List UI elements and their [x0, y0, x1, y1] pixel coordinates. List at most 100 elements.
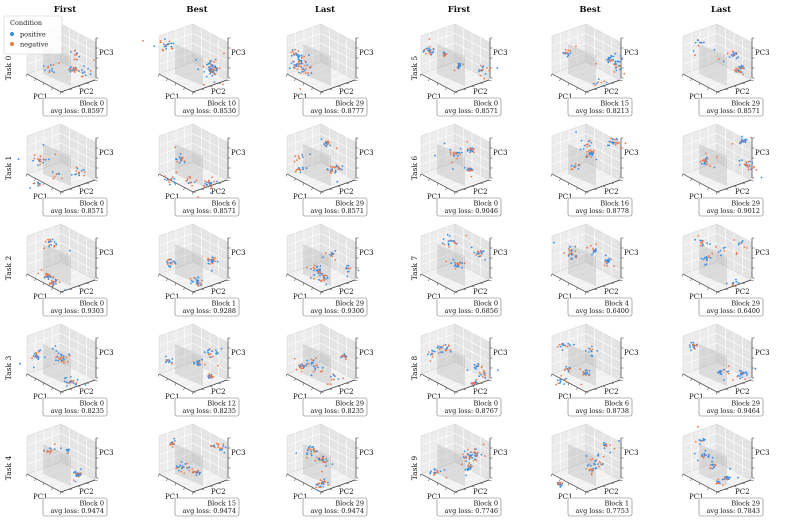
tick — [750, 379, 754, 382]
grid-line — [682, 33, 752, 52]
point-positive — [212, 69, 215, 72]
point-positive — [478, 70, 480, 73]
point-positive — [592, 251, 595, 254]
tick — [715, 291, 718, 295]
point-negative — [586, 154, 589, 157]
point-positive — [182, 466, 185, 468]
grid-line — [699, 70, 735, 84]
point-positive — [83, 65, 85, 67]
point-negative — [201, 279, 204, 282]
point-positive — [73, 382, 75, 385]
grid-line — [420, 33, 490, 52]
tick — [419, 373, 422, 377]
grid-line — [286, 142, 356, 162]
point-positive — [34, 356, 37, 358]
point-negative — [602, 455, 605, 458]
point-positive — [335, 165, 338, 167]
point-negative — [706, 158, 709, 160]
point-positive — [590, 153, 593, 156]
point-positive — [696, 459, 699, 462]
grid-line — [35, 66, 70, 79]
point-positive — [433, 472, 436, 474]
point-positive — [467, 149, 469, 151]
tick — [463, 388, 467, 391]
point-positive — [313, 274, 316, 276]
point-positive — [484, 372, 486, 375]
tick — [480, 182, 484, 185]
point-positive — [481, 69, 483, 72]
point-negative — [588, 374, 591, 377]
point-negative — [299, 363, 302, 366]
point-positive — [43, 276, 46, 279]
point-positive — [164, 361, 167, 364]
point-negative — [753, 165, 755, 168]
point-positive — [164, 38, 166, 40]
point-positive — [297, 56, 300, 59]
point-negative — [610, 137, 613, 140]
tick — [419, 73, 422, 77]
point-negative — [445, 53, 448, 56]
tick — [619, 79, 623, 82]
point-positive — [212, 71, 215, 73]
point-positive — [431, 51, 434, 54]
point-positive — [180, 467, 183, 470]
point-positive — [463, 450, 466, 453]
point-positive — [575, 255, 578, 257]
point-positive — [319, 274, 321, 277]
axis-label-pc1: PC1 — [689, 193, 704, 201]
grid-line — [420, 233, 490, 252]
decision-plane — [699, 44, 727, 86]
point-negative — [431, 355, 434, 358]
decision-plane — [568, 444, 596, 486]
point-negative — [300, 367, 303, 370]
point-negative — [48, 244, 51, 246]
tick — [209, 385, 213, 388]
decision-plane — [568, 144, 596, 186]
point-positive — [321, 459, 324, 461]
point-positive — [326, 168, 329, 171]
axis-label-pc1: PC1 — [427, 293, 442, 301]
decision-plane — [175, 344, 203, 386]
point-positive — [300, 63, 303, 65]
point-negative — [192, 471, 195, 474]
tick — [445, 387, 447, 391]
point-negative — [214, 260, 216, 263]
point-negative — [575, 256, 578, 259]
legend-marker-negative — [10, 42, 14, 46]
point-negative — [433, 474, 435, 476]
point-positive — [224, 446, 227, 449]
point-positive — [690, 341, 693, 344]
point-positive — [556, 379, 559, 382]
point-positive — [711, 456, 714, 459]
grid-line — [551, 42, 621, 62]
point-positive — [459, 261, 462, 264]
point-positive — [449, 148, 452, 151]
tick — [707, 87, 709, 91]
point-positive — [80, 468, 82, 470]
point-positive — [744, 139, 747, 142]
point-negative — [222, 443, 225, 445]
tick — [69, 288, 73, 291]
point-positive — [703, 438, 706, 441]
grid-line — [167, 66, 202, 79]
grid-line — [682, 233, 752, 252]
point-negative — [443, 53, 445, 56]
point-negative — [748, 164, 751, 166]
grid-line — [43, 70, 79, 84]
point-positive — [692, 341, 695, 344]
point-positive — [615, 69, 618, 72]
grid-line — [691, 166, 726, 179]
tick — [157, 273, 160, 277]
point-negative — [213, 180, 216, 183]
point-positive — [588, 369, 591, 372]
point-negative — [337, 168, 340, 170]
point-positive — [618, 68, 621, 71]
point-positive — [730, 54, 733, 56]
axis-label-pc1: PC1 — [427, 393, 442, 401]
point-negative — [746, 164, 749, 167]
point-positive — [704, 264, 706, 266]
point-positive — [203, 71, 206, 73]
tick — [51, 487, 53, 491]
point-negative — [443, 55, 445, 57]
